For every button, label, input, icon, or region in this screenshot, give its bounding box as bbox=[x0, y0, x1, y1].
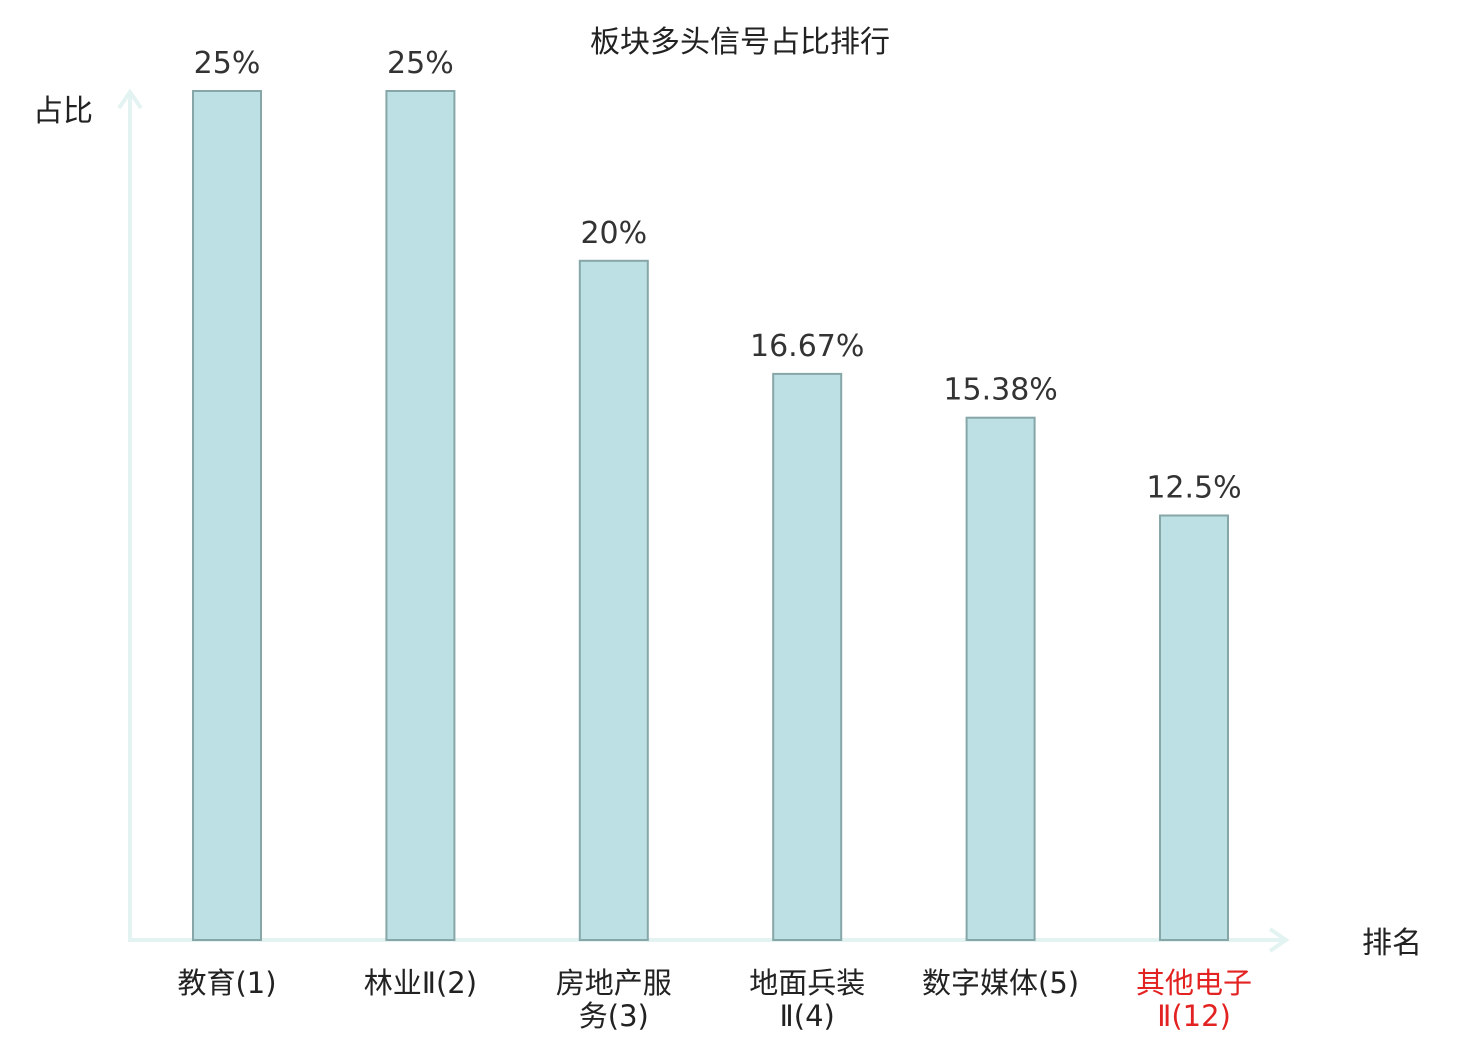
x-tick-label-2-line-0: 房地产服 bbox=[556, 966, 672, 1000]
category-labels-group: 教育(1) 林业Ⅱ(2) 房地产服务(3)地面兵装 Ⅱ(4)数字媒体(5) 其他电子 Ⅱ(… bbox=[177, 966, 1252, 1033]
x-axis-arrowhead bbox=[1268, 927, 1290, 953]
bar-value-label-1: 25% bbox=[387, 46, 454, 81]
bar-3 bbox=[772, 372, 843, 941]
bar-0 bbox=[192, 90, 262, 941]
value-labels-group: 25% 25% 20% 16.67% 15.38% 12.5% bbox=[194, 46, 1242, 506]
axes bbox=[117, 88, 1290, 953]
bars-group bbox=[192, 90, 1229, 941]
x-tick-label-1-line-0: 林业Ⅱ(2) bbox=[364, 966, 477, 1000]
x-tick-label-3-line-1: Ⅱ(4) bbox=[780, 999, 835, 1033]
x-axis-label: 排名 bbox=[1362, 926, 1422, 961]
x-tick-label-3-line-0: 地面兵装 bbox=[749, 966, 865, 1000]
bar-value-label-2: 20% bbox=[580, 216, 647, 251]
x-tick-label-5-line-0: 其他电子 bbox=[1136, 966, 1252, 1000]
bar-value-label-5: 12.5% bbox=[1146, 471, 1241, 506]
bar-value-label-3: 16.67% bbox=[750, 329, 864, 364]
y-axis-arrowhead bbox=[117, 88, 143, 110]
bar-1 bbox=[385, 90, 456, 941]
bar-value-label-0: 25% bbox=[194, 46, 261, 81]
bar-4 bbox=[965, 416, 1036, 941]
x-tick-label-5-line-1: Ⅱ(12) bbox=[1157, 999, 1231, 1033]
bar-2 bbox=[578, 259, 649, 941]
x-tick-label-4: 数字媒体(5) bbox=[922, 966, 1079, 1000]
bar-5 bbox=[1159, 514, 1229, 941]
x-tick-label-2: 房地产服务(3) bbox=[556, 966, 672, 1033]
x-tick-label-3: 地面兵装 Ⅱ(4) bbox=[749, 966, 865, 1033]
x-tick-label-0: 教育(1) bbox=[177, 966, 276, 1000]
x-tick-label-4-line-0: 数字媒体(5) bbox=[922, 966, 1079, 1000]
x-tick-label-2-line-1: 务(3) bbox=[579, 999, 649, 1033]
y-axis-label: 占比 bbox=[33, 94, 93, 129]
chart-title: 板块多头信号占比排行 bbox=[590, 25, 890, 60]
bar-value-label-4: 15.38% bbox=[943, 373, 1057, 408]
x-tick-label-1: 林业Ⅱ(2) bbox=[364, 966, 477, 1000]
x-tick-label-5: 其他电子 Ⅱ(12) bbox=[1136, 966, 1252, 1033]
x-tick-label-0-line-0: 教育(1) bbox=[177, 966, 276, 1000]
